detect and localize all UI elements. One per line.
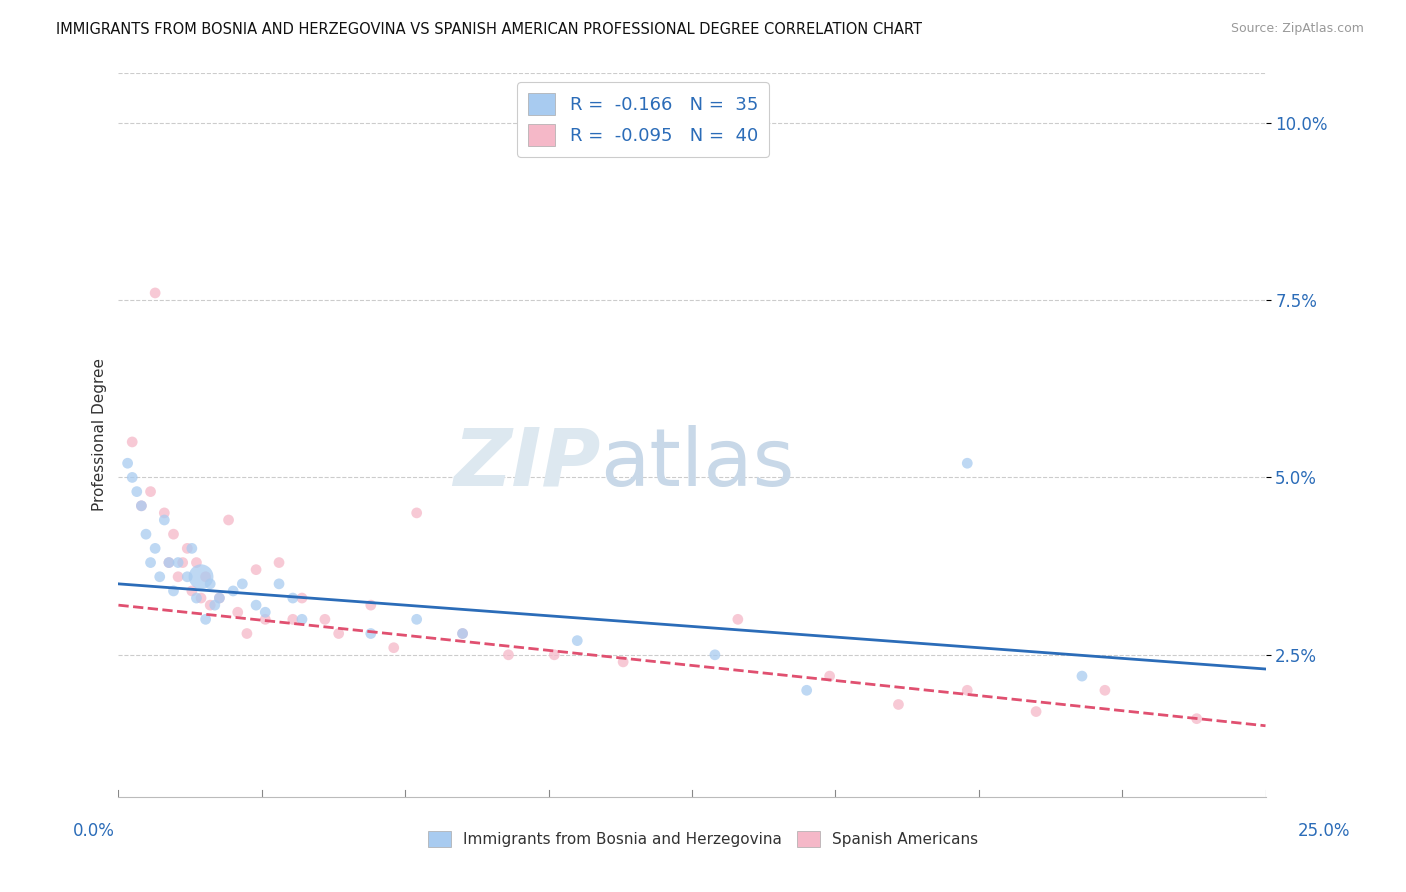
Text: IMMIGRANTS FROM BOSNIA AND HERZEGOVINA VS SPANISH AMERICAN PROFESSIONAL DEGREE C: IMMIGRANTS FROM BOSNIA AND HERZEGOVINA V…	[56, 22, 922, 37]
Point	[194, 570, 217, 584]
Point	[194, 612, 217, 626]
Point	[208, 591, 231, 605]
Point	[328, 626, 350, 640]
Y-axis label: Professional Degree: Professional Degree	[93, 359, 107, 511]
Point	[382, 640, 405, 655]
Point	[956, 683, 979, 698]
Point	[190, 591, 212, 605]
Point	[314, 612, 336, 626]
Point	[291, 591, 314, 605]
Point	[157, 556, 180, 570]
Point	[254, 605, 277, 619]
Point	[204, 598, 226, 612]
Point	[139, 556, 162, 570]
Point	[167, 570, 190, 584]
Point	[162, 527, 184, 541]
Point	[1185, 712, 1208, 726]
Point	[186, 556, 208, 570]
Point	[139, 484, 162, 499]
Point	[143, 541, 166, 556]
Point	[131, 499, 153, 513]
Point	[153, 513, 176, 527]
Legend: Immigrants from Bosnia and Herzegovina, Spanish Americans: Immigrants from Bosnia and Herzegovina, …	[422, 825, 984, 853]
Point	[405, 612, 427, 626]
Point	[222, 584, 245, 599]
Text: 25.0%: 25.0%	[1298, 822, 1351, 840]
Point	[218, 513, 240, 527]
Point	[186, 591, 208, 605]
Point	[1025, 705, 1047, 719]
Point	[267, 577, 290, 591]
Point	[543, 648, 565, 662]
Point	[887, 698, 910, 712]
Point	[121, 470, 143, 484]
Point	[231, 577, 253, 591]
Point	[1094, 683, 1116, 698]
Point	[281, 591, 304, 605]
Point	[245, 598, 267, 612]
Point	[180, 541, 202, 556]
Point	[1071, 669, 1094, 683]
Point	[818, 669, 841, 683]
Point	[281, 612, 304, 626]
Point	[162, 584, 184, 599]
Point	[121, 434, 143, 449]
Point	[200, 577, 222, 591]
Point	[451, 626, 474, 640]
Point	[176, 541, 198, 556]
Point	[180, 584, 202, 599]
Point	[157, 556, 180, 570]
Text: atlas: atlas	[600, 425, 794, 503]
Point	[131, 499, 153, 513]
Point	[254, 612, 277, 626]
Point	[172, 556, 194, 570]
Point	[360, 598, 382, 612]
Point	[153, 506, 176, 520]
Text: Source: ZipAtlas.com: Source: ZipAtlas.com	[1230, 22, 1364, 36]
Point	[167, 556, 190, 570]
Point	[200, 598, 222, 612]
Point	[208, 591, 231, 605]
Point	[291, 612, 314, 626]
Text: ZIP: ZIP	[453, 425, 600, 503]
Point	[727, 612, 749, 626]
Point	[143, 285, 166, 300]
Point	[135, 527, 157, 541]
Point	[176, 570, 198, 584]
Point	[796, 683, 818, 698]
Point	[190, 570, 212, 584]
Point	[149, 570, 172, 584]
Point	[956, 456, 979, 470]
Point	[245, 563, 267, 577]
Point	[125, 484, 148, 499]
Point	[498, 648, 520, 662]
Text: 0.0%: 0.0%	[73, 822, 115, 840]
Point	[360, 626, 382, 640]
Point	[226, 605, 249, 619]
Point	[703, 648, 725, 662]
Legend: R =  -0.166   N =  35, R =  -0.095   N =  40: R = -0.166 N = 35, R = -0.095 N = 40	[517, 82, 769, 157]
Point	[236, 626, 259, 640]
Point	[567, 633, 589, 648]
Point	[612, 655, 634, 669]
Point	[267, 556, 290, 570]
Point	[451, 626, 474, 640]
Point	[405, 506, 427, 520]
Point	[117, 456, 139, 470]
